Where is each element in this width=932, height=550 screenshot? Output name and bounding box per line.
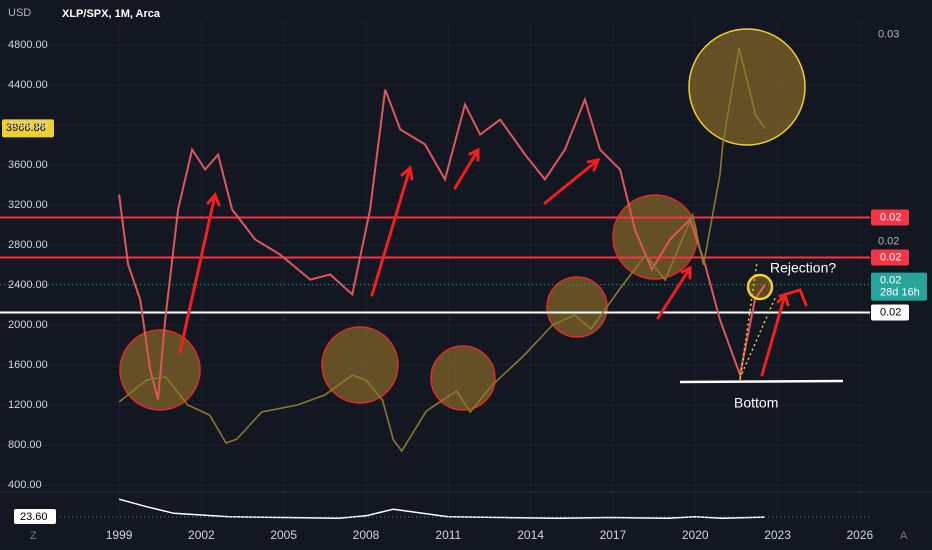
circle	[430, 345, 496, 411]
countdown: 28d 16h	[880, 287, 920, 299]
x-tick-label: 2017	[600, 528, 627, 542]
x-tick-label: 2020	[682, 528, 709, 542]
circle	[546, 276, 608, 338]
indicator-line	[118, 498, 765, 520]
y2-tick-label: 0.03	[878, 28, 899, 40]
y2-tick-label: 0.02	[878, 235, 899, 247]
y-tick-label: 4000.00	[8, 119, 48, 131]
annotation: Rejection?	[770, 260, 836, 276]
plot	[0, 47, 870, 520]
x-tick-label: 2011	[435, 528, 461, 542]
y-tick-label: 3600.00	[8, 159, 48, 171]
x-tick-label: 2014	[517, 528, 544, 542]
chart-title: XLP/SPX, 1M, Arca	[62, 8, 161, 20]
annotation: Bottom	[734, 395, 778, 411]
y-tick-label: 3200.00	[8, 199, 48, 211]
arrow	[778, 288, 808, 307]
price-label: 3966.86	[6, 122, 46, 134]
circle	[321, 326, 399, 404]
y-tick-label: 1200.00	[8, 399, 48, 411]
y-tick-label: 4800.00	[8, 39, 48, 51]
y-tick-label: 2800.00	[8, 239, 48, 251]
level-badge	[871, 304, 909, 321]
level-label: 0.02	[880, 306, 901, 318]
y-tick-label: 4400.00	[8, 79, 48, 91]
icon[interactable]: A	[900, 530, 908, 542]
y-tick-label: 2400.00	[8, 279, 48, 291]
current-label: 0.02	[880, 275, 901, 287]
arrows	[178, 147, 808, 377]
arrow	[370, 165, 414, 297]
arrow	[543, 157, 601, 205]
y-tick-label: 800.00	[8, 439, 42, 451]
drawings	[679, 261, 844, 384]
x-tick-label: 2005	[270, 528, 297, 542]
x-tick-label: 1999	[106, 528, 133, 542]
level-label: 0.02	[880, 211, 901, 223]
x-tick-label: 2023	[764, 528, 791, 542]
y-tick-label: 1600.00	[8, 359, 48, 371]
icon[interactable]: Z	[30, 530, 37, 542]
level-badge	[871, 209, 909, 226]
current-badge	[871, 272, 927, 301]
arrow	[656, 265, 692, 320]
y-tick-label: 2000.00	[8, 319, 48, 331]
indicator-badge	[14, 509, 56, 524]
circle	[746, 273, 774, 301]
circle	[688, 28, 806, 146]
x-tick-label: 2026	[846, 528, 873, 542]
y-axis-label: USD	[8, 7, 31, 19]
x-tick-label: 2008	[353, 528, 380, 542]
y-tick-label: 400.00	[8, 479, 42, 491]
arrow	[178, 192, 221, 354]
level-label: 0.02	[880, 251, 901, 263]
trend-line	[679, 379, 844, 384]
series-line	[118, 47, 766, 453]
x-tick-label: 2002	[188, 528, 215, 542]
indicator-label: 23.60	[20, 511, 48, 523]
grid	[0, 20, 932, 520]
series-line	[118, 89, 766, 400]
price-badge	[2, 119, 54, 138]
level-badge	[871, 249, 909, 266]
arrow	[453, 147, 480, 190]
